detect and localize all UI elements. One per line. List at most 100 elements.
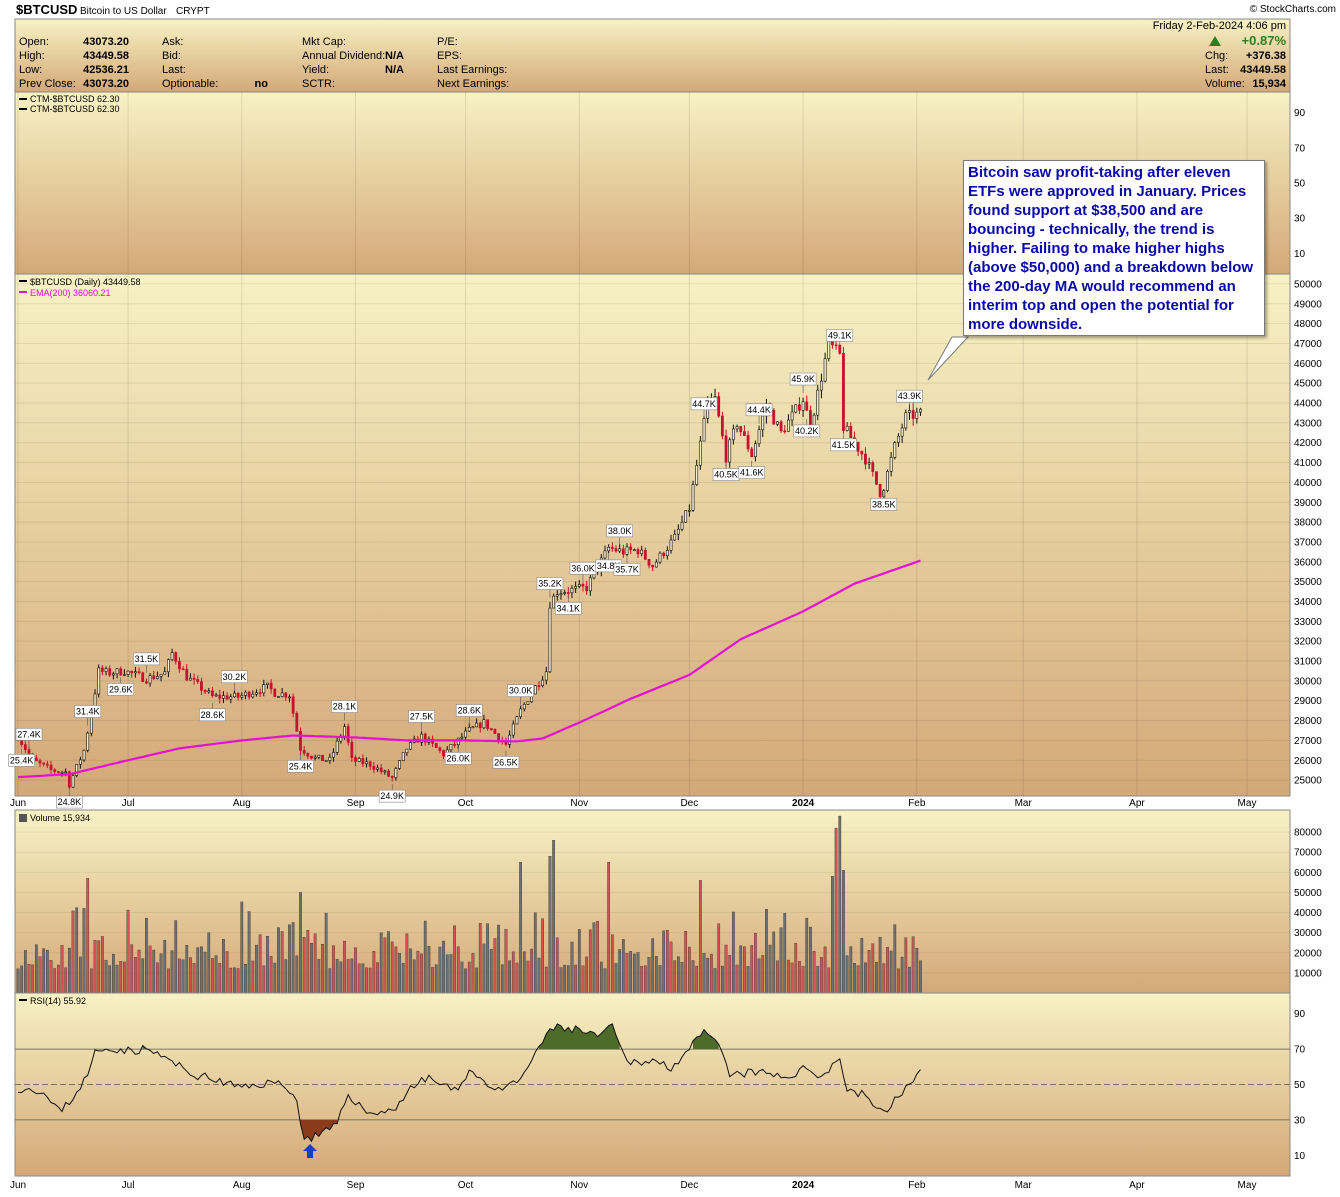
price-tick-label: 36000	[1294, 557, 1322, 568]
volume-bar	[456, 946, 460, 994]
volume-bar	[196, 947, 200, 994]
candle-body	[665, 550, 669, 557]
swing-high-label: 31.4K	[76, 706, 100, 716]
volume-legend-swatch	[19, 814, 27, 822]
candle-body	[38, 760, 42, 764]
volume-bar	[156, 962, 159, 994]
volume-bar	[159, 953, 163, 994]
month-label: Sep	[347, 798, 365, 809]
volume-bar	[478, 923, 482, 994]
candle-body	[559, 593, 563, 596]
volume-bar	[328, 968, 332, 994]
volume-bar	[317, 959, 321, 994]
candle-body	[409, 742, 412, 750]
volume-bar	[236, 968, 240, 994]
volume-bar	[904, 937, 908, 994]
volume-bar	[566, 965, 570, 994]
volume-bar	[790, 962, 794, 994]
volume-bar	[266, 935, 269, 994]
volume-bar	[834, 827, 838, 994]
candle-body	[20, 739, 24, 745]
swing-low-label: 28.6K	[201, 710, 225, 720]
mkt-cap-label: Mkt Cap:	[302, 36, 346, 48]
candle-body	[779, 421, 783, 432]
candle-body	[229, 696, 233, 700]
volume-bar	[625, 952, 629, 994]
volume-tick-label: 60000	[1294, 868, 1322, 879]
swing-low-label: 25.4K	[10, 755, 34, 765]
volume-bar	[302, 937, 306, 994]
volume-bar	[412, 959, 416, 994]
price-tick-label: 32000	[1294, 637, 1322, 648]
candle-body	[588, 577, 592, 592]
volume-value: 15,934	[1252, 78, 1287, 90]
volume-bar	[533, 912, 537, 994]
rsi-overbought-fill	[538, 1023, 620, 1050]
candlesticks	[16, 334, 922, 790]
volume-bar	[919, 960, 922, 994]
volume-bar	[805, 917, 809, 994]
price-tick-label: 27000	[1294, 736, 1322, 747]
volume-bar	[812, 950, 816, 994]
volume-bar	[897, 968, 900, 994]
volume-bar	[765, 908, 768, 994]
candle-body	[731, 428, 735, 441]
swing-label-box	[15, 728, 43, 741]
volume-bar	[618, 949, 622, 994]
volume-bar	[713, 968, 717, 994]
volume-bar	[42, 948, 46, 994]
candle-body	[794, 404, 798, 413]
volume-bar	[732, 911, 735, 994]
candle-body	[886, 471, 889, 491]
price-tick-label: 35000	[1294, 577, 1322, 588]
candle-body	[820, 380, 823, 391]
candle-body	[236, 692, 240, 698]
volume-bar	[882, 963, 886, 994]
rsi-tick-label: 70	[1294, 1045, 1306, 1056]
candle-body	[313, 756, 317, 759]
candle-body	[735, 426, 739, 430]
swing-label-box	[507, 684, 534, 697]
volume-bar	[108, 965, 112, 994]
candle-body	[288, 696, 291, 699]
low-label: Low:	[19, 64, 42, 76]
volume-bar	[728, 955, 732, 994]
candle-body	[75, 764, 79, 776]
volume-bar	[544, 966, 548, 994]
ctm-tick-label: 50	[1294, 179, 1306, 190]
swing-label-box	[74, 705, 102, 718]
volume-bar	[757, 958, 761, 994]
swing-high-label: 44.7K	[692, 399, 716, 409]
volume-bar	[893, 924, 897, 994]
month-label: 2024	[792, 1180, 815, 1191]
volume-bar	[750, 945, 754, 994]
candle-body	[746, 435, 750, 450]
candle-body	[27, 749, 31, 755]
volume-bar	[585, 956, 588, 994]
volume-bar	[522, 951, 526, 994]
candle-body	[761, 415, 765, 431]
volume-bar	[849, 946, 853, 994]
dividend-label: Annual Dividend:	[302, 50, 385, 62]
volume-bar	[871, 943, 875, 994]
candle-body	[111, 673, 115, 676]
volume-bar	[57, 964, 60, 994]
candle-body	[805, 401, 809, 411]
swing-low-label: 41.5K	[832, 440, 856, 450]
swing-high-label: 31.5K	[135, 654, 159, 664]
candle-body	[255, 692, 258, 695]
volume-bar	[640, 966, 644, 994]
swing-label-box	[896, 389, 923, 403]
candle-body	[585, 585, 589, 592]
volume-bar	[541, 918, 544, 994]
volume-bar	[827, 967, 831, 994]
last-price-label: Last:	[1205, 64, 1229, 76]
candle-body	[200, 681, 203, 691]
candle-body	[163, 671, 167, 675]
volume-bar	[838, 815, 842, 994]
volume-bar	[691, 960, 695, 994]
candle-body	[449, 744, 453, 751]
candle-body	[489, 728, 493, 730]
volume-bar	[299, 892, 302, 994]
